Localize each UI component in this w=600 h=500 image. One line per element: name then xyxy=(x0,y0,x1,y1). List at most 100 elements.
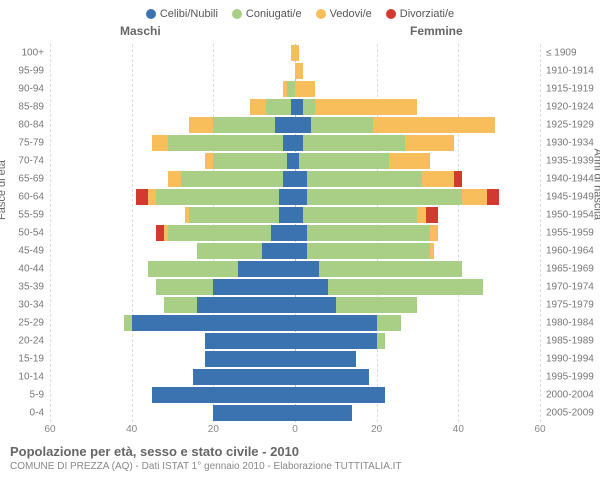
seg-d xyxy=(426,207,438,223)
birth-label: 1970-1974 xyxy=(540,282,594,293)
seg-c xyxy=(197,297,295,313)
seg-co xyxy=(307,171,421,187)
chart-subtitle: COMUNE DI PREZZA (AQ) - Dati ISTAT 1° ge… xyxy=(10,461,590,472)
birth-label: 1910-1914 xyxy=(540,66,594,77)
bar-female xyxy=(295,117,495,133)
seg-c xyxy=(295,135,303,151)
age-row: 35-391970-1974 xyxy=(50,278,540,296)
seg-co xyxy=(307,225,429,241)
age-row: 45-491960-1964 xyxy=(50,242,540,260)
age-row: 65-691940-1944 xyxy=(50,170,540,188)
seg-v xyxy=(295,81,315,97)
seg-c xyxy=(205,333,295,349)
bar-female xyxy=(295,351,356,367)
bar-male xyxy=(205,153,295,169)
birth-label: 1960-1964 xyxy=(540,246,594,257)
age-label: 5-9 xyxy=(30,390,50,401)
seg-co xyxy=(168,135,282,151)
age-label: 80-84 xyxy=(18,120,50,131)
seg-co xyxy=(303,207,417,223)
seg-c xyxy=(295,315,377,331)
bar-male xyxy=(283,81,295,97)
bar-male xyxy=(185,207,295,223)
bar-male xyxy=(168,171,295,187)
seg-co xyxy=(148,261,238,277)
legend-swatch xyxy=(316,9,326,19)
bar-female xyxy=(295,369,369,385)
chart-title: Popolazione per età, sesso e stato civil… xyxy=(10,444,590,459)
birth-label: 1930-1934 xyxy=(540,138,594,149)
bar-female xyxy=(295,189,499,205)
age-row: 20-241985-1989 xyxy=(50,332,540,350)
seg-v xyxy=(430,243,434,259)
seg-c xyxy=(295,99,303,115)
age-label: 55-59 xyxy=(18,210,50,221)
seg-v xyxy=(205,153,213,169)
bar-male xyxy=(197,243,295,259)
seg-d xyxy=(487,189,499,205)
seg-c xyxy=(295,171,307,187)
bar-male xyxy=(205,351,295,367)
seg-c xyxy=(132,315,295,331)
bar-male xyxy=(205,333,295,349)
header-female: Femmine xyxy=(410,24,463,38)
age-label: 15-19 xyxy=(18,354,50,365)
seg-co xyxy=(307,189,462,205)
seg-c xyxy=(238,261,295,277)
seg-v xyxy=(430,225,438,241)
seg-v xyxy=(389,153,430,169)
footer: Popolazione per età, sesso e stato civil… xyxy=(0,438,600,472)
seg-co xyxy=(156,279,213,295)
seg-c xyxy=(283,171,295,187)
seg-co xyxy=(181,171,283,187)
birth-label: 2000-2004 xyxy=(540,390,594,401)
age-label: 75-79 xyxy=(18,138,50,149)
birth-label: 1955-1959 xyxy=(540,228,594,239)
bar-female xyxy=(295,387,385,403)
seg-d xyxy=(136,189,148,205)
seg-co xyxy=(377,315,401,331)
age-label: 85-89 xyxy=(18,102,50,113)
bar-female xyxy=(295,405,352,421)
seg-co xyxy=(124,315,132,331)
seg-co xyxy=(168,225,270,241)
seg-c xyxy=(295,351,356,367)
birth-label: 1990-1994 xyxy=(540,354,594,365)
legend-label: Celibi/Nubili xyxy=(160,8,218,20)
x-tick: 40 xyxy=(126,424,137,435)
age-label: 90-94 xyxy=(18,84,50,95)
seg-co xyxy=(303,135,405,151)
seg-c xyxy=(287,153,295,169)
bar-male xyxy=(152,387,295,403)
seg-v xyxy=(417,207,425,223)
seg-co xyxy=(307,243,429,259)
age-label: 30-34 xyxy=(18,300,50,311)
seg-v xyxy=(148,189,156,205)
age-label: 60-64 xyxy=(18,192,50,203)
seg-c xyxy=(295,405,352,421)
age-row: 25-291980-1984 xyxy=(50,314,540,332)
seg-c xyxy=(213,405,295,421)
rows: 100+≤ 190995-991910-191490-941915-191985… xyxy=(50,44,540,422)
bar-female xyxy=(295,207,438,223)
seg-v xyxy=(189,117,213,133)
bar-female xyxy=(295,315,401,331)
age-row: 80-841925-1929 xyxy=(50,116,540,134)
age-label: 100+ xyxy=(21,48,50,59)
x-tick: 20 xyxy=(208,424,219,435)
bar-male xyxy=(136,189,295,205)
age-row: 30-341975-1979 xyxy=(50,296,540,314)
birth-label: 1935-1939 xyxy=(540,156,594,167)
seg-d xyxy=(454,171,462,187)
seg-c xyxy=(295,225,307,241)
birth-label: 1985-1989 xyxy=(540,336,594,347)
seg-c xyxy=(213,279,295,295)
seg-co xyxy=(377,333,385,349)
birth-label: 1995-1999 xyxy=(540,372,594,383)
age-row: 55-591950-1954 xyxy=(50,206,540,224)
x-tick: 0 xyxy=(292,424,298,435)
bar-female xyxy=(295,153,430,169)
seg-c xyxy=(262,243,295,259)
seg-co xyxy=(299,153,389,169)
seg-c xyxy=(295,117,311,133)
